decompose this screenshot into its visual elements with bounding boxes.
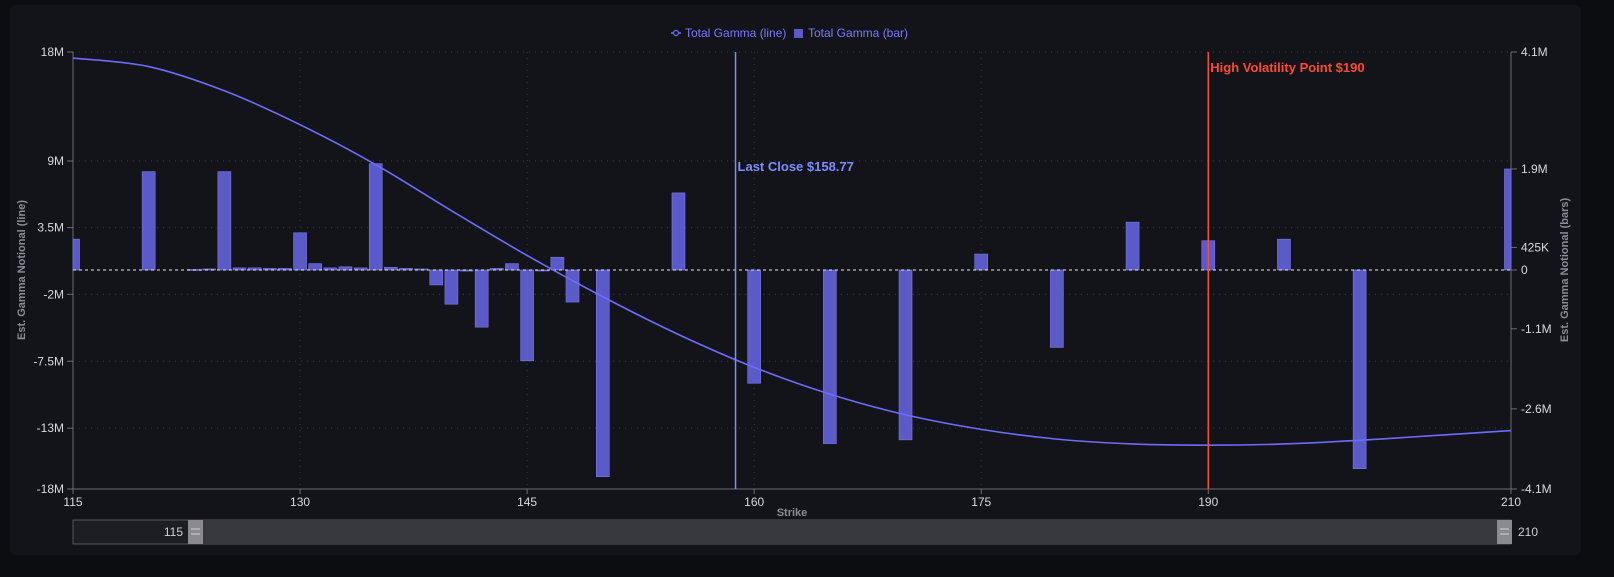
legend-item-bar[interactable]: Total Gamma (bar)	[794, 26, 908, 40]
y-left-tick-label: 3.5M	[37, 221, 64, 235]
bar[interactable]	[72, 238, 80, 271]
legend-line-marker	[672, 29, 680, 37]
x-tick-label: 160	[744, 495, 764, 509]
bar[interactable]	[141, 171, 156, 271]
y-left-tick-label: -7.5M	[33, 354, 64, 368]
bar[interactable]	[217, 171, 232, 271]
y-right-tick-label: -1.1M	[1521, 322, 1552, 336]
x-tick-label: 145	[517, 495, 537, 509]
annotations: Last Close $158.77 High Volatility Point …	[734, 52, 1365, 489]
chart-panel	[10, 5, 1581, 555]
bar[interactable]	[399, 268, 413, 271]
bar[interactable]	[1050, 269, 1064, 348]
x-ticks: 115 130 145 160 175 190 210	[63, 489, 1521, 509]
x-tick-label: 190	[1198, 495, 1218, 509]
bar[interactable]	[429, 269, 444, 286]
range-slider-left-handle[interactable]	[188, 520, 203, 544]
y-left-tick-label: 9M	[47, 154, 64, 168]
grid	[72, 51, 1512, 490]
legend-item-line[interactable]: Total Gamma (line)	[671, 26, 786, 40]
y-left-tick-label: -18M	[37, 482, 64, 496]
bar[interactable]	[262, 268, 277, 271]
range-slider[interactable]: 115 210	[72, 519, 1538, 545]
y-right-ticks: 4.1M 1.9M 425K 0 -1.1M -2.6M -4.1M	[1511, 45, 1552, 496]
y-right-tick-label: 4.1M	[1521, 45, 1548, 59]
range-slider-selection[interactable]	[195, 521, 1501, 543]
bar[interactable]	[353, 267, 368, 271]
bar[interactable]	[293, 232, 307, 271]
y-right-tick-label: -4.1M	[1521, 482, 1552, 496]
x-tick-label: 210	[1501, 495, 1521, 509]
range-slider-right-handle[interactable]	[1497, 520, 1512, 544]
y-left-tick-label: -2M	[43, 287, 64, 301]
range-slider-min-label: 115	[164, 525, 183, 539]
y-right-tick-label: 0	[1521, 263, 1528, 277]
bar[interactable]	[505, 263, 519, 271]
y-left-axis-title: Est. Gamma Notional (line)	[16, 200, 28, 340]
y-right-tick-label: -2.6M	[1521, 402, 1552, 416]
bar[interactable]	[974, 253, 989, 271]
y-left-tick-label: 18M	[41, 45, 64, 59]
y-left-tick-label: -13M	[37, 421, 64, 435]
bar[interactable]	[444, 269, 459, 305]
bar[interactable]	[232, 267, 247, 271]
bar[interactable]	[823, 269, 837, 444]
bar[interactable]	[565, 269, 580, 303]
right-handle-body[interactable]	[1497, 520, 1512, 544]
x-axis-title: Strike	[777, 507, 808, 519]
bar[interactable]	[474, 269, 489, 328]
bar[interactable]	[1352, 269, 1367, 470]
bar[interactable]	[520, 269, 534, 362]
x-tick-label: 175	[971, 495, 991, 509]
line-series	[72, 57, 1512, 447]
y-right-axis-title: Est. Gamma Notional (bars)	[1559, 198, 1571, 343]
legend-bar-label: Total Gamma (bar)	[808, 26, 908, 40]
bar[interactable]	[1277, 238, 1291, 271]
bar[interactable]	[595, 269, 610, 478]
x-tick-label: 130	[290, 495, 310, 509]
bar[interactable]	[308, 263, 322, 271]
bar[interactable]	[459, 269, 474, 272]
y-right-tick-label: 1.9M	[1521, 162, 1548, 176]
bar[interactable]	[490, 268, 504, 271]
x-tick-label: 115	[63, 495, 82, 509]
y-right-tick-label: 425K	[1521, 240, 1549, 254]
legend-bar-swatch	[794, 29, 803, 38]
bar[interactable]	[384, 267, 398, 271]
bar-series	[72, 163, 1512, 478]
bar[interactable]	[323, 267, 338, 271]
last-close-label: Last Close $158.77	[738, 159, 854, 174]
bar[interactable]	[550, 256, 565, 271]
high-volatility-label: High Volatility Point $190	[1210, 60, 1364, 75]
bar[interactable]	[1125, 221, 1140, 271]
bar[interactable]	[898, 269, 913, 441]
bar[interactable]	[1504, 168, 1512, 271]
bar[interactable]	[202, 268, 217, 271]
bar[interactable]	[368, 163, 383, 271]
legend[interactable]: Total Gamma (line) Total Gamma (bar)	[671, 26, 908, 40]
y-left-ticks: 18M 9M 3.5M -2M -7.5M -13M -18M	[33, 45, 73, 496]
range-slider-max-label: 210	[1518, 525, 1538, 539]
bar[interactable]	[747, 269, 761, 384]
bar[interactable]	[671, 192, 686, 271]
left-handle-body[interactable]	[188, 520, 203, 544]
legend-line-label: Total Gamma (line)	[685, 26, 786, 40]
